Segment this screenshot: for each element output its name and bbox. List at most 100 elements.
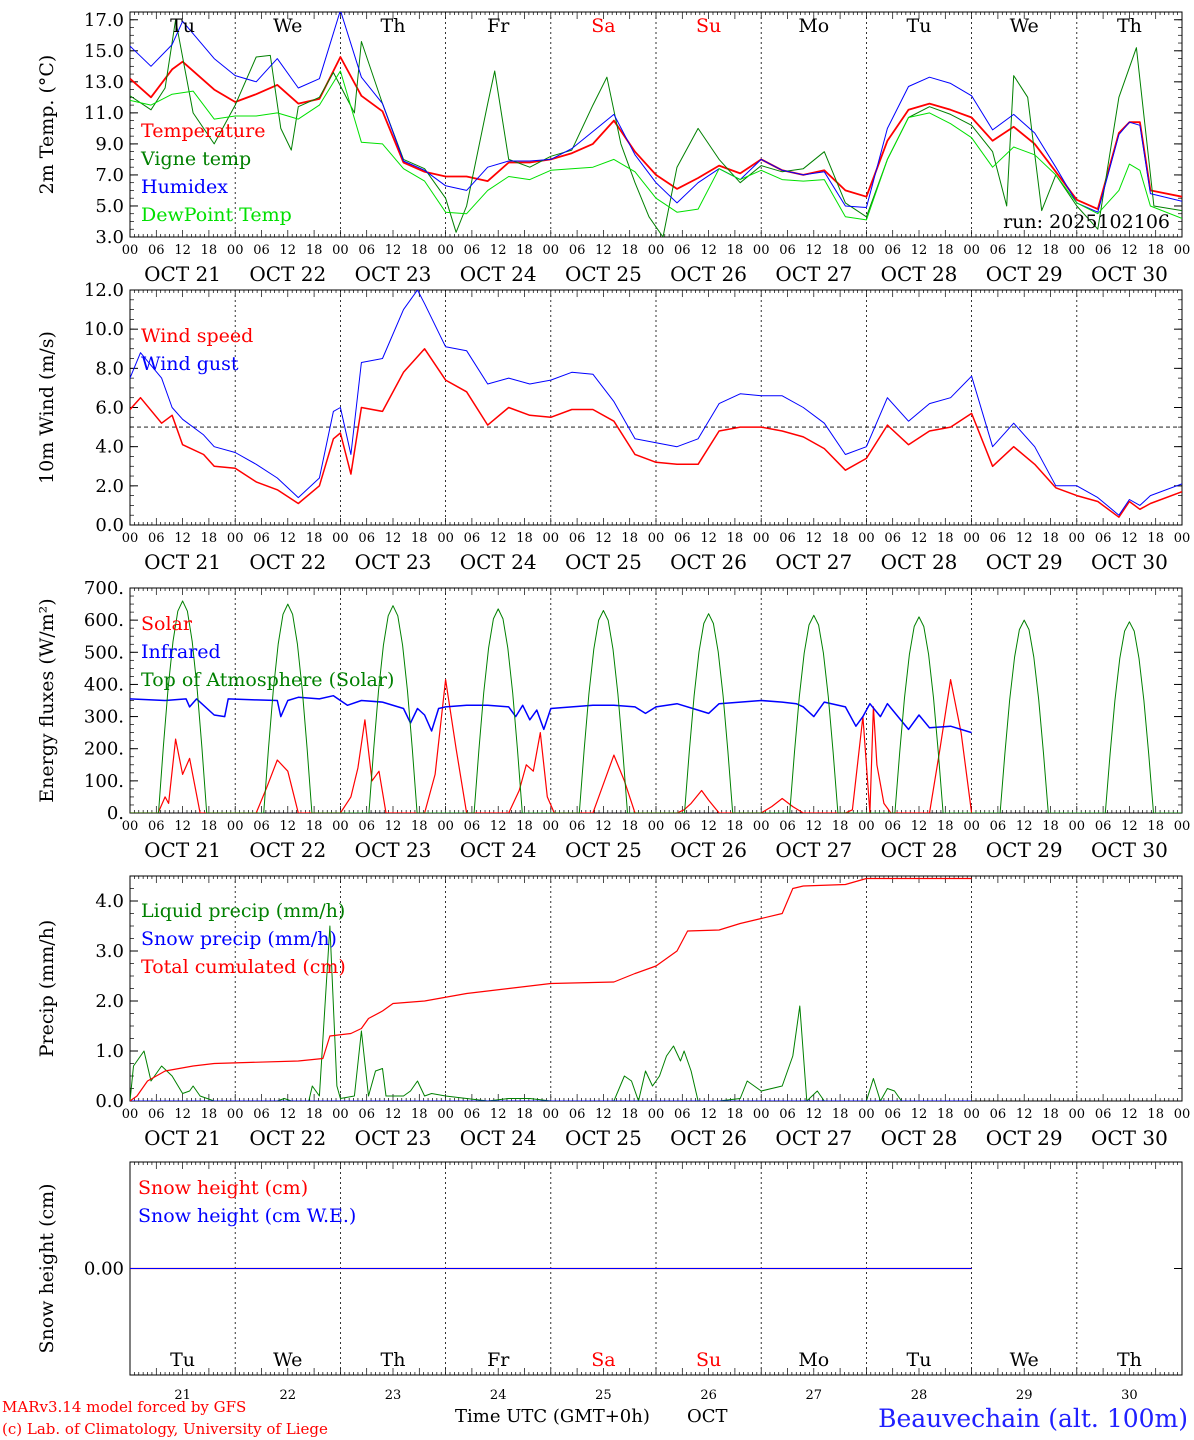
y-tick-label: 13.0 — [84, 72, 124, 93]
hour-tick-label: 12 — [385, 1107, 402, 1122]
date-label: OCT 26 — [670, 838, 747, 862]
date-label: OCT 21 — [144, 262, 221, 286]
hour-tick-label: 00 — [437, 819, 454, 834]
weekday-label: Th — [381, 15, 406, 37]
date-label: OCT 25 — [565, 550, 642, 574]
weekday-label: Tu — [170, 1349, 195, 1371]
date-label: OCT 30 — [1091, 262, 1168, 286]
hour-tick-label: 18 — [621, 531, 638, 546]
y-tick-label: 12.0 — [84, 280, 124, 301]
weekday-label: Su — [696, 1349, 721, 1371]
hour-tick-label: 12 — [490, 531, 507, 546]
hour-tick-label: 18 — [1042, 531, 1059, 546]
hour-tick-label: 18 — [727, 1107, 744, 1122]
hour-tick-label: 00 — [437, 531, 454, 546]
date-label: OCT 30 — [1091, 550, 1168, 574]
hour-tick-label: 00 — [332, 243, 349, 258]
day-number-label: 25 — [595, 1388, 612, 1403]
y-tick-label: 500. — [84, 642, 124, 663]
legend-entry: Top of Atmosphere (Solar) — [141, 669, 394, 691]
hour-tick-label: 06 — [1095, 531, 1112, 546]
hour-tick-label: 12 — [806, 1107, 823, 1122]
hour-tick-label: 18 — [411, 819, 428, 834]
hour-tick-label: 12 — [174, 531, 191, 546]
weekday-label: We — [1010, 1349, 1039, 1371]
y-tick-label: 4.0 — [95, 891, 124, 912]
weekday-label: We — [1010, 15, 1039, 37]
date-label: OCT 21 — [144, 1126, 221, 1150]
day-number-label: 21 — [174, 1388, 191, 1403]
date-label: OCT 21 — [144, 838, 221, 862]
hour-tick-label: 12 — [490, 819, 507, 834]
hour-tick-label: 00 — [227, 531, 244, 546]
hour-tick-label: 12 — [700, 1107, 717, 1122]
hour-tick-label: 18 — [306, 819, 323, 834]
legend-entry: Infrared — [141, 641, 221, 663]
weekday-label: Mo — [798, 15, 829, 37]
hour-tick-label: 18 — [937, 819, 954, 834]
hour-tick-label: 00 — [963, 1107, 980, 1122]
hour-tick-label: 18 — [201, 1107, 218, 1122]
hour-tick-label: 00 — [122, 531, 139, 546]
series-line-1 — [130, 694, 972, 734]
panel-3: 0. 100. 200. 300. 400. 500. 600. 700. Energy flu… — [36, 578, 1190, 862]
hour-tick-label: 18 — [516, 531, 533, 546]
y-tick-label: 3.0 — [95, 941, 124, 962]
hour-tick-label: 06 — [1095, 1107, 1112, 1122]
hour-tick-label: 18 — [832, 819, 849, 834]
hour-tick-label: 06 — [674, 819, 691, 834]
y-tick-label: 700. — [84, 578, 124, 599]
hour-tick-label: 18 — [1147, 531, 1164, 546]
hour-tick-label: 18 — [1042, 243, 1059, 258]
hour-tick-label: 00 — [648, 531, 665, 546]
hour-tick-label: 12 — [490, 1107, 507, 1122]
hour-tick-label: 00 — [753, 819, 770, 834]
weekday-label: Tu — [907, 15, 932, 37]
y-tick-label: 15.0 — [84, 41, 124, 62]
series-line-1 — [130, 290, 1182, 516]
hour-tick-label: 12 — [700, 243, 717, 258]
panel-5: 0.00 Snow height (cm) Snow height (cm) Snow… — [36, 1161, 1183, 1403]
hour-tick-label: 18 — [516, 243, 533, 258]
hour-tick-label: 06 — [358, 531, 375, 546]
model-credit: MARv3.14 model forced by GFS — [2, 1398, 246, 1416]
date-label: OCT 26 — [670, 262, 747, 286]
date-label: OCT 25 — [565, 1126, 642, 1150]
month-label: OCT — [687, 1406, 728, 1427]
hour-tick-label: 18 — [1147, 819, 1164, 834]
y-tick-label: 300. — [84, 707, 124, 728]
series-line-3 — [130, 70, 1182, 221]
series-line-2 — [130, 877, 972, 1101]
weekday-label: Fr — [487, 1349, 510, 1371]
day-number-label: 23 — [385, 1388, 402, 1403]
y-tick-label: 400. — [84, 674, 124, 695]
hour-tick-label: 06 — [464, 243, 481, 258]
y-tick-label: 0.0 — [95, 1091, 124, 1112]
hour-tick-label: 00 — [1174, 243, 1191, 258]
date-label: OCT 28 — [881, 1126, 958, 1150]
hour-tick-label: 06 — [464, 531, 481, 546]
time-axis-label: Time UTC (GMT+0h) — [455, 1406, 650, 1427]
series-group — [130, 12, 1182, 237]
hour-tick-label: 06 — [569, 1107, 586, 1122]
hour-tick-label: 00 — [227, 243, 244, 258]
hour-tick-label: 18 — [937, 1107, 954, 1122]
date-label: OCT 29 — [986, 262, 1063, 286]
date-label: OCT 28 — [881, 838, 958, 862]
date-label: OCT 23 — [355, 262, 432, 286]
date-label: OCT 29 — [986, 550, 1063, 574]
hour-tick-label: 12 — [1016, 1107, 1033, 1122]
hour-tick-label: 00 — [963, 819, 980, 834]
y-axis-label: 2m Temp. (°C) — [36, 55, 58, 195]
hour-tick-label: 12 — [490, 243, 507, 258]
lab-credit: (c) Lab. of Climatology, University of L… — [2, 1420, 328, 1438]
hour-tick-label: 06 — [148, 819, 165, 834]
date-label: OCT 25 — [565, 262, 642, 286]
hour-tick-label: 12 — [595, 1107, 612, 1122]
date-label: OCT 24 — [460, 550, 537, 574]
station-name: Beauvechain (alt. 100m) — [878, 1404, 1188, 1433]
y-tick-label: 200. — [84, 739, 124, 760]
hour-tick-label: 00 — [122, 243, 139, 258]
legend-entry: Liquid precip (mm/h) — [141, 900, 345, 922]
hour-tick-label: 00 — [543, 1107, 560, 1122]
